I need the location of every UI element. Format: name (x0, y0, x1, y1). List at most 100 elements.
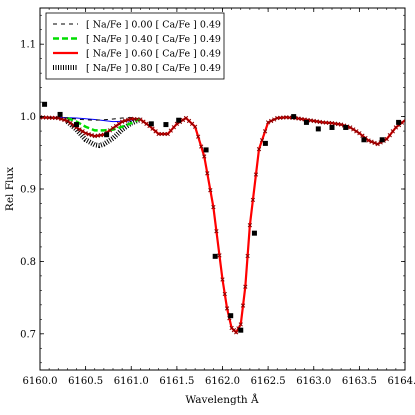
observed-data-point (74, 122, 79, 128)
model-star-marker (62, 117, 67, 123)
observed-data-point (343, 124, 349, 130)
observed-data-point (315, 126, 321, 132)
x-tick-label: 6161.0 (114, 376, 149, 387)
observed-data-point (228, 313, 234, 319)
model-star-marker (272, 117, 277, 122)
legend-label: [ Na/Fe ] 0.80 [ Ca/Fe ] 0.49 (86, 63, 221, 74)
model-star-marker (107, 128, 113, 133)
model-star-marker (250, 197, 256, 203)
observed-data-point (291, 114, 297, 120)
x-tick-label: 6164.0 (388, 376, 415, 387)
model-star-marker (205, 171, 210, 176)
model-star-marker (262, 129, 268, 134)
model-star-marker (165, 131, 170, 137)
model-star-marker (214, 229, 219, 234)
x-tick-label: 6163.5 (342, 376, 377, 387)
model-star-marker (247, 223, 253, 228)
observed-data-point (303, 119, 309, 125)
x-tick-label: 6160.5 (68, 376, 103, 387)
model-star-marker (89, 133, 94, 138)
model-star-marker (202, 154, 207, 159)
observed-data-point (238, 327, 244, 333)
model-star-marker (138, 117, 143, 122)
model-star-marker (253, 172, 259, 177)
model-star-marker (245, 253, 250, 259)
model-star-marker (269, 118, 274, 124)
series-line-2 (40, 116, 405, 335)
model-star-marker (119, 119, 125, 124)
legend-label: [ Na/Fe ] 0.60 [ Ca/Fe ] 0.49 (86, 49, 221, 60)
observed-data-point (329, 124, 335, 130)
model-star-marker (208, 188, 213, 193)
model-star-marker (348, 125, 353, 130)
observed-data-point (212, 253, 218, 259)
model-star-marker (338, 122, 344, 127)
model-star-marker (238, 322, 243, 327)
model-star-marker (222, 291, 227, 297)
model-star-marker (375, 141, 380, 147)
model-star-marker (59, 116, 64, 122)
model-star-marker (372, 140, 377, 146)
x-axis-label: Wavelength Å (185, 392, 259, 406)
model-star-marker (141, 119, 146, 124)
model-star-marker (220, 277, 225, 282)
observed-data-point (148, 121, 154, 127)
model-star-marker (240, 303, 246, 308)
model-star-marker (199, 144, 204, 149)
model-star-marker (65, 118, 70, 124)
model-star-marker (68, 120, 73, 126)
model-star-marker (234, 330, 239, 335)
model-star-marker (192, 124, 198, 129)
x-tick-label: 6162.5 (251, 376, 286, 387)
y-tick-label: 0.7 (20, 329, 36, 340)
model-star-marker (369, 139, 374, 144)
model-star-marker (180, 117, 186, 123)
model-star-marker (224, 306, 230, 311)
model-star-marker (390, 129, 395, 134)
model-star-marker (354, 129, 359, 134)
observed-data-point (104, 132, 110, 138)
x-tick-label: 6161.5 (159, 376, 194, 387)
model-star-marker (211, 204, 216, 210)
model-star-marker (387, 133, 392, 138)
model-star-marker (168, 128, 173, 133)
y-tick-label: 0.9 (20, 185, 36, 196)
observed-data-point (42, 101, 48, 107)
observed-data-point (262, 140, 268, 146)
legend-label: [ Na/Fe ] 0.40 [ Ca/Fe ] 0.49 (86, 34, 221, 45)
x-tick-label: 6163.0 (296, 376, 331, 387)
model-star-marker (80, 129, 85, 134)
model-star-marker (113, 123, 119, 129)
model-star-marker (196, 134, 201, 139)
model-star-marker (265, 120, 271, 125)
observed-data-point (57, 111, 63, 117)
x-tick-label: 6162.0 (205, 376, 240, 387)
model-star-marker (86, 132, 91, 137)
observed-data-point (251, 230, 257, 236)
model-star-marker (110, 126, 116, 131)
observed-data-point (203, 147, 209, 153)
model-star-marker (116, 121, 122, 126)
model-star-marker (126, 117, 131, 122)
y-tick-label: 1.1 (20, 40, 36, 51)
observed-data-point (176, 117, 182, 123)
model-star-marker (243, 284, 248, 289)
model-star-marker (217, 253, 222, 258)
model-star-marker (123, 118, 128, 123)
y-tick-label: 0.8 (20, 257, 36, 268)
model-star-marker (171, 125, 176, 130)
legend-label: [ Na/Fe ] 0.00 [ Ca/Fe ] 0.49 (86, 20, 221, 31)
y-axis-label: Rel Flux (4, 167, 16, 211)
observed-data-point (379, 137, 385, 143)
model-star-marker (77, 127, 82, 132)
model-star-marker (351, 127, 356, 132)
series-line-3 (65, 117, 142, 149)
x-tick-label: 6160.0 (23, 376, 58, 387)
model-star-marker (384, 136, 389, 142)
model-star-marker (256, 147, 262, 152)
model-star-marker (144, 121, 149, 126)
observed-data-point (396, 119, 402, 125)
y-tick-label: 1.0 (20, 112, 36, 123)
observed-data-point (163, 122, 169, 128)
